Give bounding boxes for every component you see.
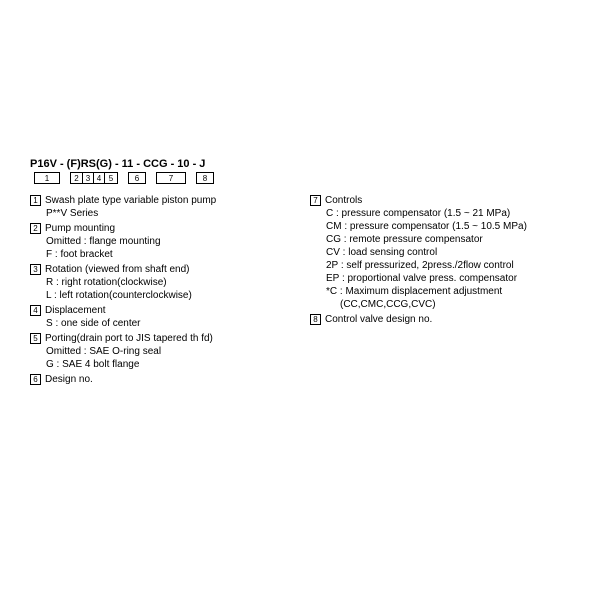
section-num-4: 4 bbox=[30, 305, 41, 316]
box-8: 8 bbox=[196, 172, 214, 184]
section-title-1: Swash plate type variable piston pump bbox=[45, 194, 216, 207]
position-boxes: 1 2 3 4 5 6 7 8 bbox=[34, 172, 590, 184]
s3-line1: R : right rotation(clockwise) bbox=[46, 276, 290, 289]
section-3: 3 Rotation (viewed from shaft end) R : r… bbox=[30, 263, 290, 302]
s2-line1: Omitted : flange mounting bbox=[46, 235, 290, 248]
section-num-2: 2 bbox=[30, 223, 41, 234]
left-column: 1 Swash plate type variable piston pump … bbox=[30, 194, 290, 388]
s1-line1: P**V Series bbox=[46, 207, 290, 220]
s7-line1: C : pressure compensator (1.5 ~ 21 MPa) bbox=[326, 207, 580, 220]
section-2: 2 Pump mounting Omitted : flange mountin… bbox=[30, 222, 290, 261]
s7-line5: 2P : self pressurized, 2press./2flow con… bbox=[326, 259, 580, 272]
section-title-2: Pump mounting bbox=[45, 222, 115, 235]
section-num-7: 7 bbox=[310, 195, 321, 206]
s7-line4: CV : load sensing control bbox=[326, 246, 580, 259]
s7-line2: CM : pressure compensator (1.5 ~ 10.5 MP… bbox=[326, 220, 580, 233]
model-code: P16V - (F)RS(G) - 11 - CCG - 10 - J bbox=[30, 158, 590, 170]
section-5: 5 Porting(drain port to JIS tapered th f… bbox=[30, 332, 290, 371]
right-column: 7 Controls C : pressure compensator (1.5… bbox=[310, 194, 580, 388]
box-5: 5 bbox=[105, 172, 118, 184]
box-2: 2 bbox=[70, 172, 83, 184]
section-num-5: 5 bbox=[30, 333, 41, 344]
section-1: 1 Swash plate type variable piston pump … bbox=[30, 194, 290, 220]
s2-line2: F : foot bracket bbox=[46, 248, 290, 261]
s5-line1: Omitted : SAE O-ring seal bbox=[46, 345, 290, 358]
section-6: 6 Design no. bbox=[30, 373, 290, 386]
section-num-3: 3 bbox=[30, 264, 41, 275]
box-6: 6 bbox=[128, 172, 146, 184]
s7-line8: (CC,CMC,CCG,CVC) bbox=[340, 298, 580, 311]
s7-line3: CG : remote pressure compensator bbox=[326, 233, 580, 246]
section-num-1: 1 bbox=[30, 195, 41, 206]
box-3: 3 bbox=[83, 172, 94, 184]
section-title-4: Displacement bbox=[45, 304, 106, 317]
section-7: 7 Controls C : pressure compensator (1.5… bbox=[310, 194, 580, 311]
s4-line1: S : one side of center bbox=[46, 317, 290, 330]
section-title-5: Porting(drain port to JIS tapered th fd) bbox=[45, 332, 213, 345]
section-title-6: Design no. bbox=[45, 373, 93, 386]
section-num-8: 8 bbox=[310, 314, 321, 325]
box-1: 1 bbox=[34, 172, 60, 184]
section-4: 4 Displacement S : one side of center bbox=[30, 304, 290, 330]
s5-line2: G : SAE 4 bolt flange bbox=[46, 358, 290, 371]
section-8: 8 Control valve design no. bbox=[310, 313, 580, 326]
box-7: 7 bbox=[156, 172, 186, 184]
box-4: 4 bbox=[94, 172, 105, 184]
s7-line7: *C : Maximum displacement adjustment bbox=[326, 285, 580, 298]
section-title-3: Rotation (viewed from shaft end) bbox=[45, 263, 190, 276]
s7-line6: EP : proportional valve press. compensat… bbox=[326, 272, 580, 285]
section-title-7: Controls bbox=[325, 194, 362, 207]
s3-line2: L : left rotation(counterclockwise) bbox=[46, 289, 290, 302]
section-num-6: 6 bbox=[30, 374, 41, 385]
section-title-8: Control valve design no. bbox=[325, 313, 432, 326]
